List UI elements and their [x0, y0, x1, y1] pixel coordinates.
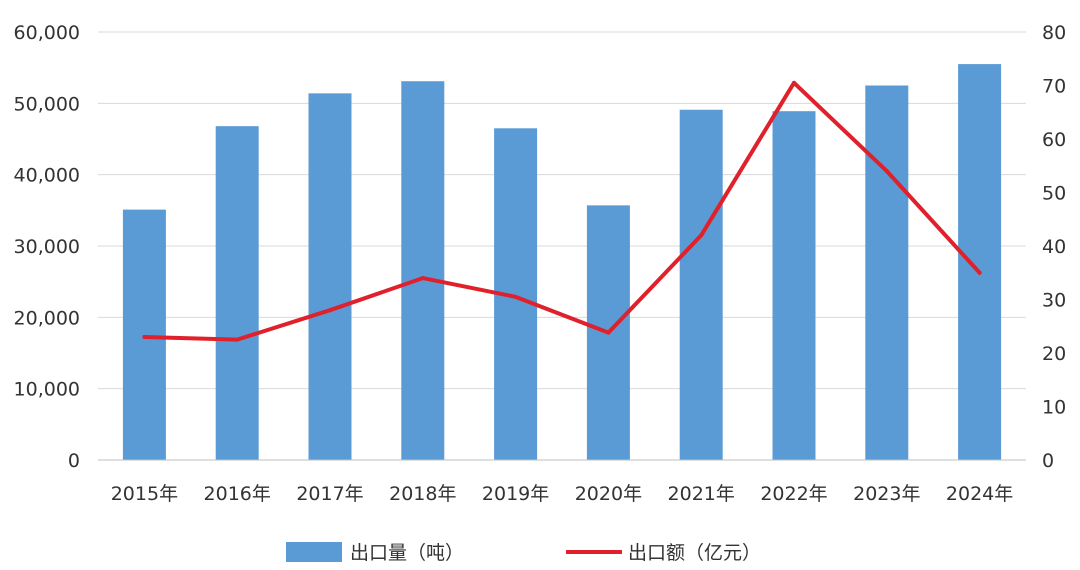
y-right-tick-label: 80 — [1042, 22, 1066, 44]
x-tick-label: 2023年 — [853, 483, 920, 505]
x-tick-label: 2020年 — [575, 483, 642, 505]
x-tick-label: 2018年 — [389, 483, 456, 505]
y-left-tick-label: 30,000 — [14, 236, 80, 258]
y-left-tick-label: 10,000 — [14, 379, 80, 401]
x-tick-label: 2021年 — [668, 483, 735, 505]
line-point-2015年 — [142, 334, 147, 339]
bar-2023年 — [865, 85, 909, 460]
y-left-tick-label: 0 — [68, 450, 80, 472]
legend-swatch-bar — [286, 542, 342, 562]
y-right-tick-label: 50 — [1042, 183, 1066, 205]
y-left-tick-label: 40,000 — [14, 165, 80, 187]
x-tick-label: 2017年 — [296, 483, 363, 505]
y-left-tick-label: 50,000 — [14, 93, 80, 115]
y-right-tick-label: 70 — [1042, 76, 1066, 98]
axis-layer: 0 10,000 20,000 30,000 40,000 50,000 60,000 0 10… — [14, 22, 1067, 505]
legend-label-bar: 出口量（吨） — [350, 542, 464, 564]
legend: 出口量（吨） 出口额（亿元） — [286, 542, 761, 564]
y-left-tick-label: 20,000 — [14, 307, 80, 329]
line-point-2018年 — [420, 276, 425, 281]
y-right-tick-label: 40 — [1042, 236, 1066, 258]
line-series-export-value — [142, 80, 982, 342]
line-point-2017年 — [328, 308, 332, 313]
legend-label-line: 出口额（亿元） — [628, 542, 761, 564]
x-tick-label: 2016年 — [204, 483, 271, 505]
line-point-2020年 — [606, 330, 611, 335]
bar-2024年 — [958, 64, 1002, 460]
line-point-2023年 — [884, 169, 889, 174]
x-tick-label: 2019年 — [482, 483, 549, 505]
y-right-tick-label: 10 — [1042, 397, 1066, 419]
bar-2021年 — [679, 109, 723, 461]
y-right-tick-label: 30 — [1042, 290, 1066, 312]
bar-2015年 — [122, 209, 166, 460]
line-point-2019年 — [513, 294, 518, 299]
bar-2018年 — [401, 81, 445, 460]
y-right-tick-label: 0 — [1042, 450, 1054, 472]
bar-2016年 — [215, 126, 259, 460]
line-point-2024年 — [977, 270, 982, 275]
bar-2022年 — [772, 111, 816, 461]
bar-layer — [122, 64, 1002, 461]
line-layer — [142, 80, 982, 342]
y-left-tick-label: 60,000 — [14, 22, 80, 44]
x-tick-label: 2024年 — [946, 483, 1013, 505]
y-right-tick-label: 60 — [1042, 129, 1066, 151]
bar-2017年 — [308, 93, 352, 460]
x-tick-label: 2022年 — [760, 483, 827, 505]
line-point-2022年 — [792, 80, 796, 85]
line-point-2021年 — [699, 233, 704, 238]
line-point-2016年 — [235, 337, 240, 342]
x-tick-label: 2015年 — [111, 483, 178, 505]
y-right-tick-label: 20 — [1042, 343, 1066, 365]
